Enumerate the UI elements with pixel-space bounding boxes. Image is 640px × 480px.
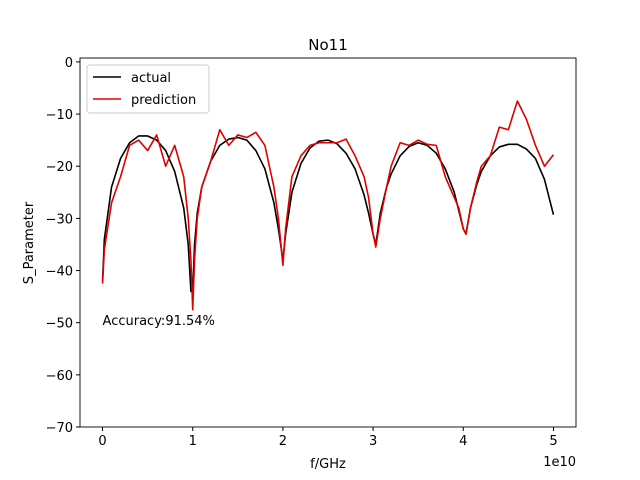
line-series [101,100,555,311]
y-tick-label: −30 [46,212,73,227]
plot-frame [79,57,577,428]
x-tick-label: 5 [549,434,557,449]
x-tick-label: 1 [189,434,197,449]
x-axis-label: f/GHz [310,457,346,472]
legend-label: prediction [131,93,196,108]
x-tick-label: 4 [459,434,467,449]
y-axis-label: S_Parameter [22,201,37,284]
y-tick-label: −60 [46,369,73,384]
line-series [101,135,555,293]
y-tick-label: −10 [46,108,73,123]
chart-title: No11 [308,36,348,54]
annotation: Accuracy:91.54% [103,314,215,329]
x-offset-label: 1e10 [543,455,576,470]
x-tick-label: 0 [98,434,106,449]
x-tick-label: 2 [279,434,287,449]
y-tick-label: −20 [46,160,73,175]
legend-label: actual [131,71,171,86]
y-tick-label: −50 [46,317,73,332]
y-tick-label: −40 [46,265,73,280]
y-tick-label: 0 [65,56,73,71]
y-tick-label: −70 [46,421,73,436]
x-tick-label: 3 [369,434,377,449]
